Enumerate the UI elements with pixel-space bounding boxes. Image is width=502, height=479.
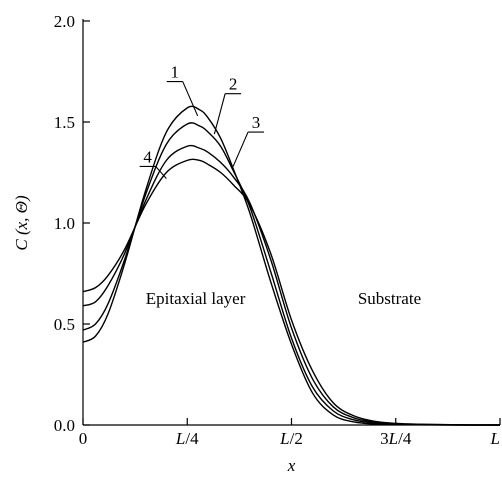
curve-label-1: 1 [170, 63, 179, 82]
x-tick-label: 0 [79, 429, 88, 448]
curve-label-3: 3 [252, 113, 261, 132]
y-tick-label: 1.0 [54, 214, 75, 233]
curve-2 [82, 122, 501, 426]
ticks: 0.0 0.5 1.0 1.5 2.0 0 L/4 L/2 3L/4 L [54, 12, 501, 448]
curve-4 [82, 158, 501, 426]
y-tick-label: 0.5 [54, 315, 75, 334]
x-axis-label: x [287, 456, 296, 474]
curve-label-leader [182, 81, 199, 117]
annotations: 1 23 4 Epitaxial layer Substrate [139, 63, 421, 308]
curve-label-leader [213, 93, 226, 135]
axes [82, 19, 500, 426]
curve-label-leader [232, 131, 249, 167]
x-tick-label: L [490, 429, 500, 448]
region-label-substrate: Substrate [358, 289, 421, 308]
curve-label-2: 2 [229, 75, 238, 94]
y-tick-label: 0.0 [54, 416, 75, 435]
x-tick-label: L/2 [279, 429, 303, 448]
x-tick-label: L/4 [175, 429, 199, 448]
region-label-epitaxial: Epitaxial layer [146, 289, 246, 308]
curve-label-4: 4 [143, 147, 152, 166]
y-axis-label: C (x, Θ) [12, 195, 31, 251]
curve-label-leader [155, 166, 167, 179]
curves [82, 105, 501, 426]
curve-3 [82, 144, 501, 426]
y-tick-label: 2.0 [54, 12, 75, 31]
y-tick-label: 1.5 [54, 113, 75, 132]
x-tick-label: 3L/4 [380, 429, 412, 448]
